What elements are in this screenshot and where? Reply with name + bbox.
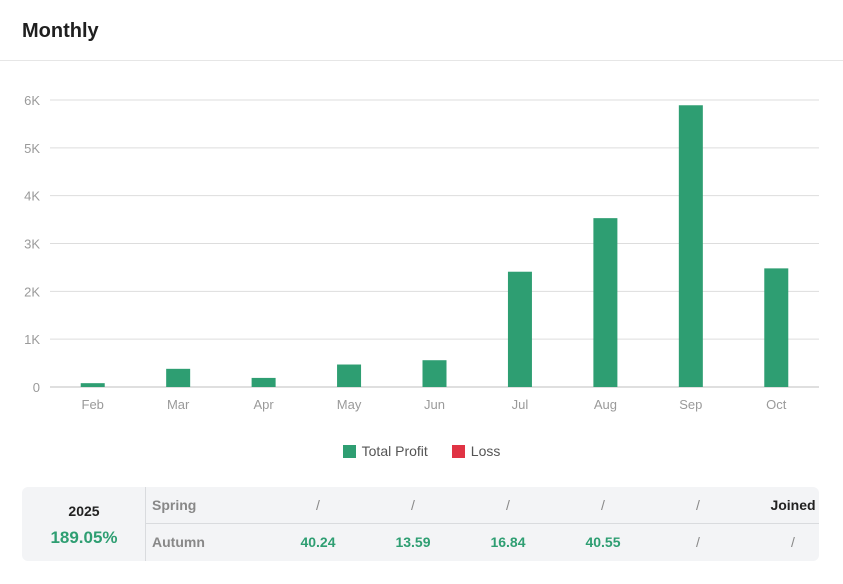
x-tick-label: Oct [766, 397, 787, 412]
x-tick-label: Mar [167, 397, 190, 412]
x-tick-label: Aug [594, 397, 617, 412]
summary-row-autumn: Autumn 40.24 13.59 16.84 40.55 / / [146, 524, 819, 561]
summary-cell: / [411, 497, 415, 513]
x-tick-label: May [337, 397, 362, 412]
y-tick-label: 1K [24, 332, 40, 347]
summary-cell: Joined [770, 497, 816, 513]
summary-cell: / [601, 497, 605, 513]
summary-cell: 40.24 [300, 534, 336, 550]
bar-total-profit [251, 377, 276, 387]
season-label: Spring [152, 497, 197, 513]
legend-swatch-total-profit [342, 444, 356, 458]
x-tick-label: Sep [679, 397, 702, 412]
card-header: Monthly [0, 0, 843, 61]
legend-item-total-profit[interactable]: Total Profit [342, 443, 428, 459]
chart-legend: Total Profit Loss [0, 443, 843, 459]
x-tick-label: Jun [424, 397, 445, 412]
legend-swatch-loss [451, 444, 465, 458]
summary-cell: / [506, 497, 510, 513]
y-tick-label: 6K [24, 93, 40, 108]
summary-year: 2025 [68, 503, 100, 519]
bar-total-profit [507, 271, 532, 387]
y-tick-label: 4K [24, 189, 40, 204]
year-cell: 2025 189.05% [22, 487, 146, 561]
legend-label-total-profit: Total Profit [361, 443, 428, 459]
season-label: Autumn [152, 534, 205, 550]
summary-ytd-return: 189.05% [50, 528, 118, 547]
summary-cell: / [696, 497, 700, 513]
y-tick-label: 3K [24, 237, 40, 252]
bar-total-profit [678, 105, 703, 388]
y-tick-label: 5K [24, 141, 40, 156]
bar-total-profit [422, 360, 447, 387]
summary-cell: / [696, 534, 700, 550]
x-tick-label: Apr [253, 397, 274, 412]
x-tick-label: Jul [512, 397, 529, 412]
legend-label-loss: Loss [470, 443, 501, 459]
summary-cell: / [316, 497, 320, 513]
summary-cell: 40.55 [585, 534, 621, 550]
bar-total-profit [337, 364, 362, 387]
summary-cell: 13.59 [395, 534, 431, 550]
bar-total-profit [80, 383, 105, 387]
y-tick-label: 2K [24, 284, 40, 299]
summary-cell: / [791, 534, 795, 550]
bar-total-profit [593, 218, 618, 387]
bar-total-profit [764, 268, 789, 387]
monthly-bar-chart: 0 1K 2K 3K 4K 5K 6K Feb Mar Apr May Jun Jul Aug Sep Oct [24, 93, 819, 412]
summary-row-spring: Spring / / / / / Joined [146, 487, 819, 524]
legend-item-loss[interactable]: Loss [451, 443, 501, 459]
x-tick-label: Feb [82, 397, 104, 412]
summary-cell: 16.84 [490, 534, 526, 550]
bar-total-profit [166, 368, 191, 387]
y-tick-label: 0 [33, 380, 40, 395]
yearly-summary-table: 2025 189.05% Spring / / / / / Joined Autumn 40.… [22, 487, 819, 561]
page-title: Monthly [22, 20, 99, 42]
